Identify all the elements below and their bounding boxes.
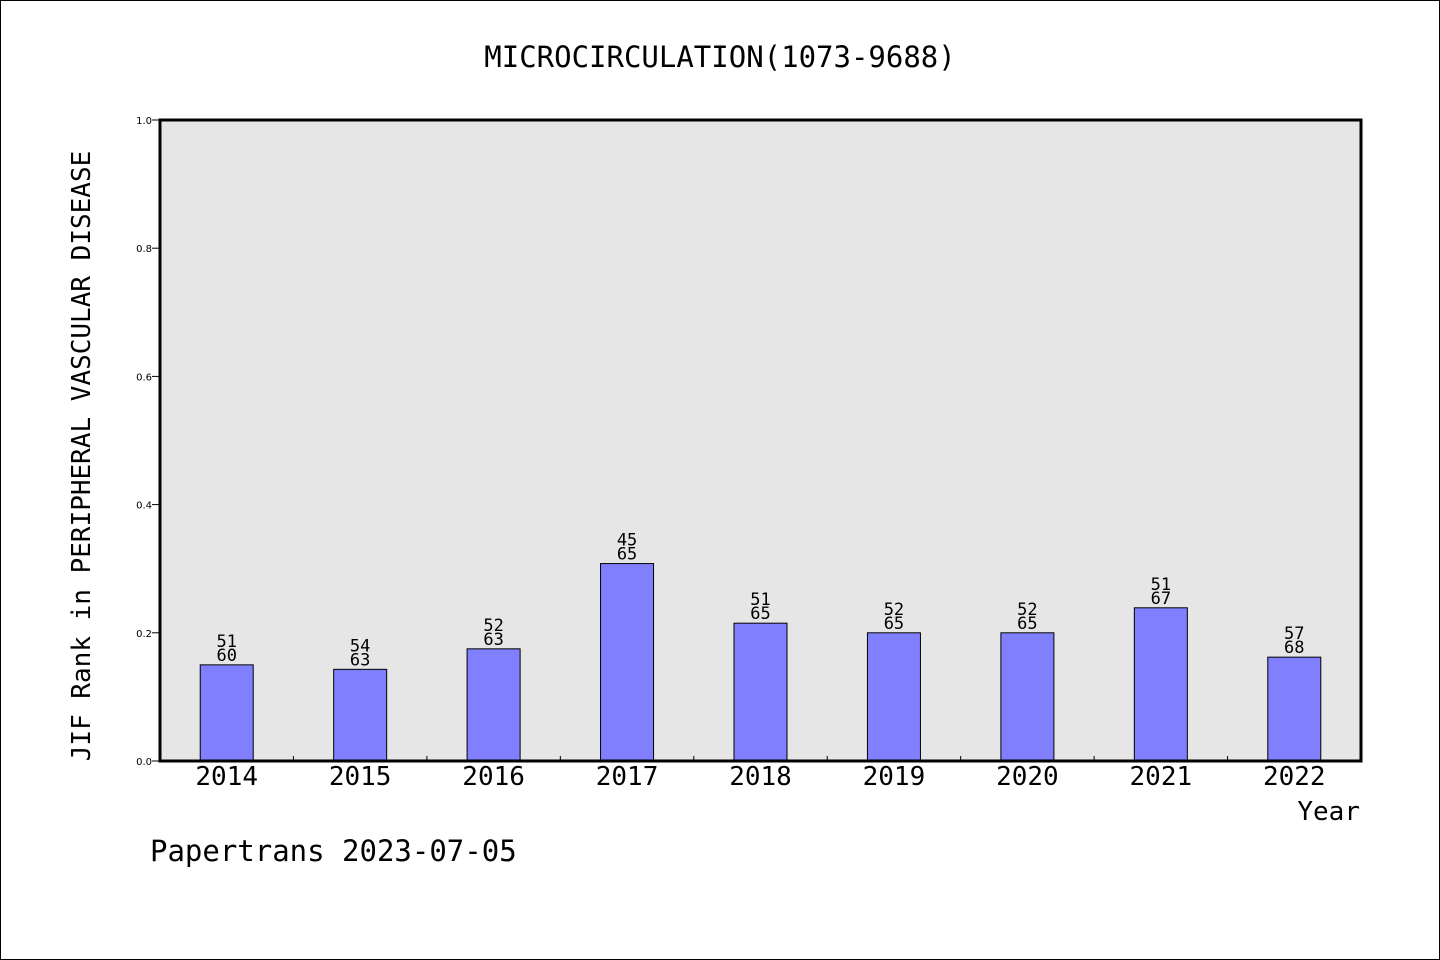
data-label-total: 65	[617, 545, 637, 565]
x-tick-label: 2015	[329, 762, 392, 792]
data-label-rank: 54	[350, 636, 370, 656]
data-label-rank: 51	[750, 590, 770, 610]
data-label-total: 65	[750, 604, 770, 624]
data-label-total: 60	[216, 646, 236, 666]
data-label-rank: 51	[216, 632, 236, 652]
bar	[466, 648, 521, 762]
data-label-rank: 51	[1151, 575, 1171, 595]
bar	[866, 632, 921, 762]
data-label-total: 67	[1151, 589, 1171, 609]
bars	[199, 563, 1322, 762]
data-label-total: 65	[1017, 614, 1037, 634]
bar	[333, 668, 388, 762]
plot-border	[158, 118, 1363, 763]
footer-credit: Papertrans 2023-07-05	[150, 834, 517, 868]
y-tick-label: 0.8	[136, 244, 152, 255]
x-tick-label: 2021	[1130, 762, 1193, 792]
data-label-total: 65	[884, 614, 904, 634]
data-label-rank: 52	[483, 616, 503, 636]
x-axis: 2014 2015 2016 2017 2018 2019 2020 2021 2022	[195, 756, 1326, 792]
y-tick-label: 0.4	[136, 501, 152, 512]
y-tick-label: 1.0	[136, 116, 152, 127]
bar	[600, 563, 655, 762]
bar	[1267, 656, 1322, 762]
data-label-rank: 57	[1284, 624, 1304, 644]
x-tick-label: 2016	[462, 762, 525, 792]
bar	[733, 622, 788, 762]
y-tick-label: 0.6	[136, 372, 152, 383]
data-label-rank: 52	[884, 600, 904, 620]
chart-title: MICROCIRCULATION(1073-9688)	[484, 40, 955, 74]
x-tick-label: 2022	[1263, 762, 1326, 792]
x-tick-label: 2018	[729, 762, 792, 792]
data-label-total: 63	[483, 630, 503, 650]
bar	[199, 664, 254, 762]
data-label-total: 68	[1284, 638, 1304, 658]
y-tick-label: 0.0	[136, 757, 152, 768]
x-tick-label: 2017	[596, 762, 659, 792]
data-label-rank: 45	[617, 531, 637, 551]
bar	[1000, 632, 1055, 762]
data-label-total: 63	[350, 650, 370, 670]
data-label-rank: 52	[1017, 600, 1037, 620]
bar	[1133, 607, 1188, 762]
y-tick-label: 0.2	[136, 629, 152, 640]
x-axis-label: Year	[1297, 797, 1360, 827]
y-axis-label: JIF Rank in PERIPHERAL VASCULAR DISEASE	[67, 151, 97, 761]
x-tick-label: 2019	[863, 762, 926, 792]
x-tick-label: 2014	[195, 762, 258, 792]
x-tick-label: 2020	[996, 762, 1059, 792]
y-axis: 0.0 0.2 0.4 0.6 0.8 1.0	[136, 116, 160, 768]
